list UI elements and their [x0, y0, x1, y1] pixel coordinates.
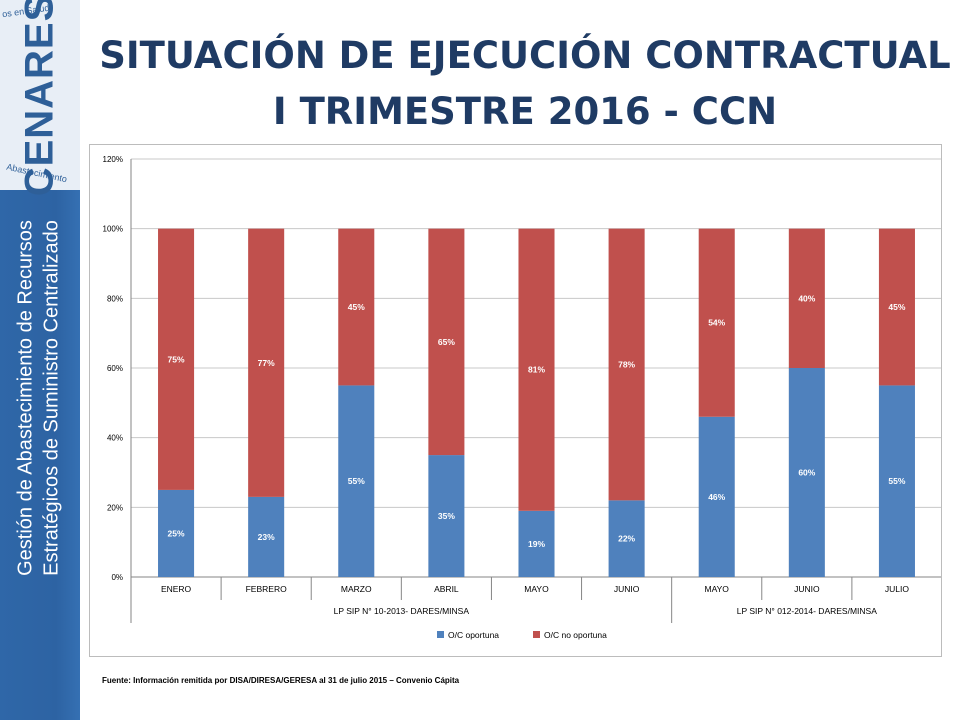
data-label: 81% — [528, 365, 545, 375]
page-title: SITUACIÓN DE EJECUCIÓN CONTRACTUAL I TRI… — [90, 28, 960, 140]
bar-no-oportuna — [248, 228, 285, 497]
bar-oportuna — [428, 455, 465, 577]
legend-label: O/C no oportuna — [544, 630, 607, 640]
bar-oportuna — [878, 385, 915, 577]
bar-no-oportuna — [518, 228, 555, 511]
source-note: Fuente: Información remitida por DISA/DI… — [102, 676, 460, 685]
bar-no-oportuna — [788, 228, 825, 368]
x-tick-label: MARZO — [341, 584, 372, 594]
stacked-bar-chart: 0% 20% 40% 60% 80% 100% 120% 25% 75% ENERO 23% 77% F… — [103, 155, 941, 640]
title-line-2: I TRIMESTRE 2016 - CCN — [272, 90, 778, 133]
x-tick-label: JUNIO — [614, 584, 640, 594]
group-label: LP SIP N° 012-2014- DARES/MINSA — [737, 606, 877, 616]
sidebar-banner: os en Salud CENARES Abastecimiento Gesti… — [0, 0, 80, 720]
sidebar-text-line-2: Estratégicos de Suministro Centralizado — [40, 220, 63, 576]
x-tick-label: FEBRERO — [246, 584, 287, 594]
data-label: 45% — [348, 302, 365, 312]
legend-swatch-oportuna — [437, 631, 444, 638]
bar-no-oportuna — [338, 228, 375, 386]
bar-oportuna — [338, 385, 375, 577]
data-label: 25% — [168, 528, 185, 538]
data-label: 54% — [708, 318, 725, 328]
data-label: 55% — [888, 476, 905, 486]
legend-label: O/C oportuna — [448, 630, 499, 640]
x-tick-label: MAYO — [705, 584, 730, 594]
x-tick-label: ABRIL — [434, 584, 459, 594]
x-tick-label: MAYO — [524, 584, 549, 594]
bar-oportuna — [698, 416, 735, 577]
bar-oportuna — [518, 510, 555, 577]
data-label: 45% — [888, 302, 905, 312]
bar-no-oportuna — [158, 228, 195, 490]
y-tick-label: 0% — [111, 573, 123, 582]
group-label: LP SIP N° 10-2013- DARES/MINSA — [334, 606, 470, 616]
y-tick-label: 40% — [107, 434, 123, 443]
data-label: 23% — [258, 532, 275, 542]
cenares-logo: os en Salud CENARES Abastecimiento — [0, 0, 80, 196]
bar-no-oportuna — [878, 228, 915, 386]
data-label: 19% — [528, 539, 545, 549]
data-label: 78% — [618, 360, 635, 370]
data-label: 22% — [618, 534, 635, 544]
title-line-1: SITUACIÓN DE EJECUCIÓN CONTRACTUAL — [99, 34, 951, 77]
legend-swatch-no-oportuna — [533, 631, 540, 638]
data-label: 65% — [438, 337, 455, 347]
bar-no-oportuna — [608, 228, 645, 501]
data-label: 55% — [348, 476, 365, 486]
sidebar-text-line-1: Gestión de Abastecimiento de Recursos — [14, 220, 37, 576]
data-label: 75% — [168, 354, 185, 364]
data-label: 40% — [798, 293, 815, 303]
y-tick-label: 80% — [107, 294, 123, 303]
bar-oportuna — [158, 489, 195, 577]
x-tick-label: ENERO — [161, 584, 192, 594]
bar-no-oportuna — [428, 228, 465, 456]
data-label: 60% — [798, 468, 815, 478]
bar-oportuna — [248, 496, 285, 577]
bar-no-oportuna — [698, 228, 735, 417]
y-tick-label: 100% — [103, 225, 123, 234]
x-tick-label: JUNIO — [794, 584, 820, 594]
y-tick-label: 20% — [107, 503, 123, 512]
y-tick-label: 60% — [107, 364, 123, 373]
bar-oportuna — [608, 500, 645, 577]
chart-frame: 0% 20% 40% 60% 80% 100% 120% 25% 75% ENERO 23% 77% F… — [89, 144, 942, 657]
data-label: 77% — [258, 358, 275, 368]
data-label: 35% — [438, 511, 455, 521]
x-tick-label: JULIO — [885, 584, 909, 594]
bar-oportuna — [788, 368, 825, 577]
y-tick-label: 120% — [103, 155, 123, 164]
data-label: 46% — [708, 492, 725, 502]
